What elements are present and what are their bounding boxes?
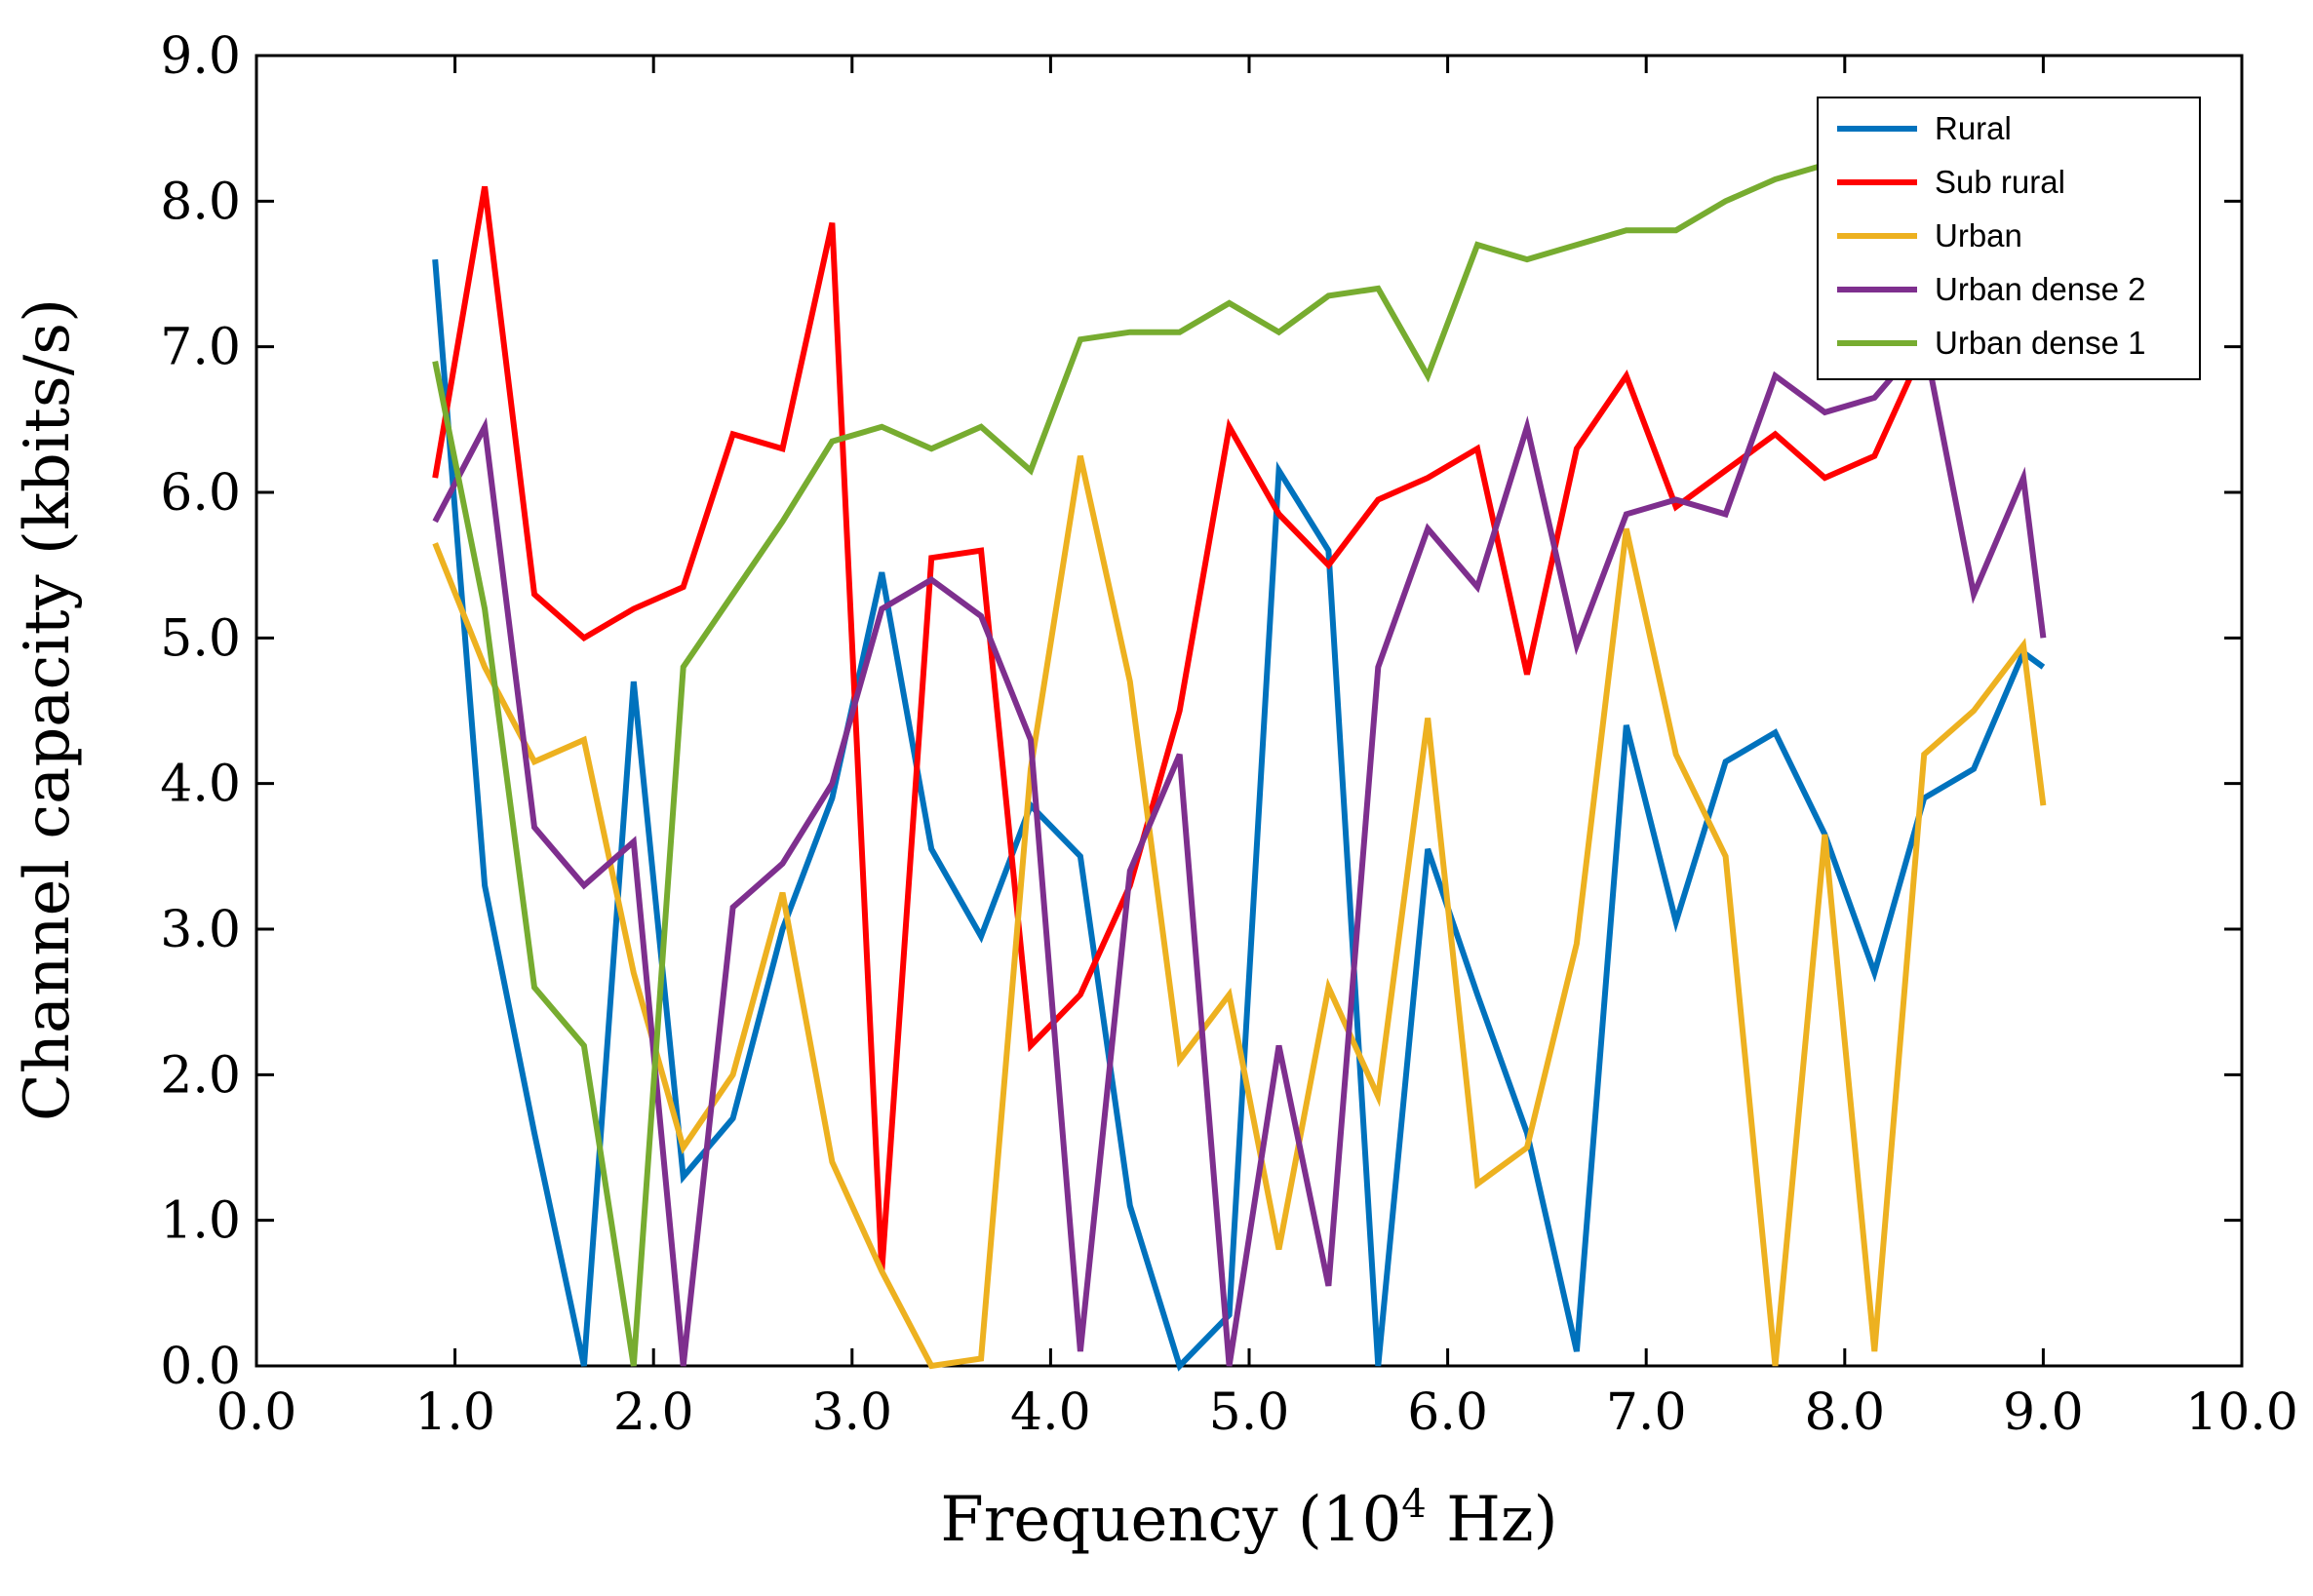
legend-label-rural: Rural [1935,110,2012,146]
x-axis-title-suffix: Hz) [1427,1484,1558,1556]
y-tick-label: 5.0 [160,609,241,668]
x-tick-label: 7.0 [1606,1383,1687,1442]
legend-label-urban-dense-1: Urban dense 1 [1935,325,2145,361]
y-tick-label: 1.0 [160,1192,241,1251]
y-tick-label: 3.0 [160,901,241,959]
y-tick-label: 2.0 [160,1046,241,1105]
x-tick-label: 5.0 [1209,1383,1290,1442]
y-tick-label: 0.0 [160,1338,241,1396]
legend-label-urban-dense-2: Urban dense 2 [1935,271,2145,307]
legend-label-sub-rural: Sub rural [1935,164,2065,200]
x-axis-title: Frequency (104 Hz) [940,1482,1557,1556]
legend-label-urban: Urban [1935,217,2022,253]
line-chart: 0.0 1.0 2.0 3.0 4.0 5.0 6.0 7.0 8.0 9.0 10.00.01.0… [0,0,2313,1596]
y-tick-label: 8.0 [160,173,241,231]
y-tick-label: 7.0 [160,319,241,377]
x-axis-title-main: Frequency (10 [940,1484,1401,1556]
legend: Rural Sub rural Urban Urban dense 2 Urban de… [1818,97,2200,379]
x-tick-label: 1.0 [414,1383,495,1442]
x-tick-label: 9.0 [2003,1383,2084,1442]
y-tick-label: 9.0 [160,27,241,86]
x-tick-label: 6.0 [1407,1383,1488,1442]
y-tick-label: 6.0 [160,464,241,523]
x-axis-title-superscript: 4 [1401,1482,1426,1527]
x-tick-label: 3.0 [811,1383,892,1442]
y-tick-label: 4.0 [160,756,241,814]
x-tick-label: 4.0 [1010,1383,1091,1442]
x-tick-label: 2.0 [613,1383,694,1442]
x-tick-label: 8.0 [1804,1383,1885,1442]
y-axis-title: Channel capacity (kbits/s) [12,298,84,1121]
x-tick-label: 10.0 [2185,1383,2298,1442]
